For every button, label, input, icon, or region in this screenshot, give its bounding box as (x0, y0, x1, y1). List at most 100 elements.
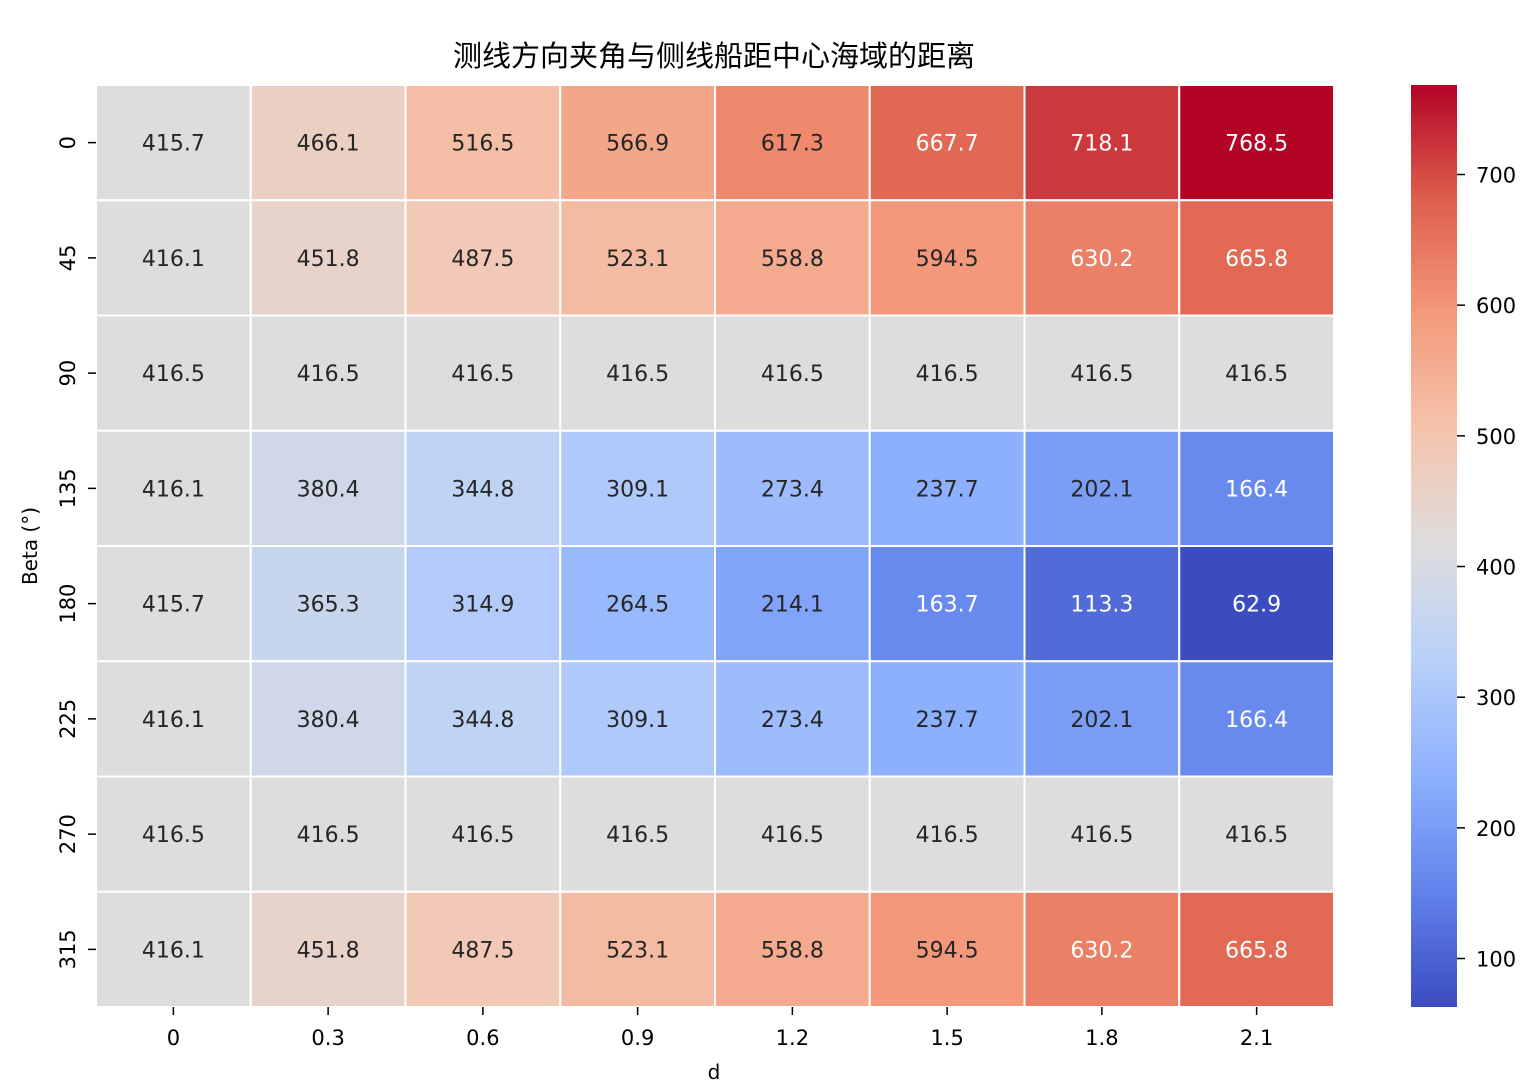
heatmap-cell (1178, 545, 1335, 663)
heatmap-cell (559, 545, 716, 663)
x-tick-label: 1.5 (930, 1026, 963, 1050)
cell-value-label: 516.5 (451, 132, 514, 157)
cell-value-label: 665.8 (1225, 247, 1288, 272)
x-tick-label: 0 (167, 1026, 180, 1050)
x-tick-label: 1.2 (776, 1026, 809, 1050)
heatmap-cell (714, 660, 871, 778)
heatmap-cell (1178, 199, 1335, 317)
cell-value-label: 237.7 (916, 708, 979, 733)
x-tick-label: 2.1 (1240, 1026, 1273, 1050)
colorbar-tick-label: 500 (1476, 425, 1516, 449)
cell-value-label: 416.1 (142, 938, 205, 963)
heatmap-cell (249, 199, 407, 317)
cell-value-label: 523.1 (606, 938, 669, 963)
cell-value-label: 451.8 (297, 938, 360, 963)
heatmap-cell (1178, 314, 1335, 432)
cell-value-label: 166.4 (1225, 708, 1288, 733)
heatmap-cell (404, 775, 562, 893)
cell-value-label: 166.4 (1225, 477, 1288, 502)
cell-value-label: 718.1 (1070, 132, 1133, 157)
x-tick-label: 0.6 (466, 1026, 499, 1050)
heatmap-cell (714, 314, 871, 432)
heatmap-cell (868, 314, 1026, 432)
cell-value-label: 416.5 (451, 362, 514, 387)
y-tick-label: 315 (56, 929, 80, 969)
heatmap-cells (95, 84, 1335, 1008)
cell-value-label: 365.3 (297, 593, 360, 618)
heatmap-cell (1023, 660, 1181, 778)
cell-value-label: 416.5 (451, 823, 514, 848)
heatmap-cell (868, 84, 1026, 202)
heatmap-cell (868, 775, 1026, 893)
cell-value-label: 415.7 (142, 593, 205, 618)
heatmap-cell (1023, 314, 1181, 432)
cell-value-label: 415.7 (142, 132, 205, 157)
cell-value-label: 237.7 (916, 477, 979, 502)
heatmap-cell (1023, 545, 1181, 663)
heatmap-cell (868, 660, 1026, 778)
cell-value-label: 451.8 (297, 247, 360, 272)
colorbar-tick-label: 100 (1476, 948, 1516, 972)
cell-value-label: 523.1 (606, 247, 669, 272)
cell-value-label: 416.5 (606, 362, 669, 387)
colorbar (1411, 85, 1457, 1007)
y-axis-label: Beta (°) (18, 507, 42, 585)
heatmap-cell (249, 775, 407, 893)
cell-value-label: 264.5 (606, 593, 669, 618)
heatmap-cell (404, 314, 562, 432)
heatmap-cell (1023, 775, 1181, 893)
cell-value-label: 416.5 (1225, 362, 1288, 387)
cell-value-label: 416.5 (297, 823, 360, 848)
cell-value-label: 416.5 (916, 823, 979, 848)
cell-value-label: 416.5 (1225, 823, 1288, 848)
cell-value-label: 163.7 (916, 593, 979, 618)
cell-value-label: 630.2 (1070, 247, 1133, 272)
colorbar-tick-label: 300 (1476, 686, 1516, 710)
cell-value-label: 558.8 (761, 938, 824, 963)
y-tick-label: 135 (56, 468, 80, 508)
y-tick-label: 45 (56, 245, 80, 272)
y-tick-label: 0 (56, 136, 80, 149)
y-tick-label: 90 (56, 360, 80, 387)
cell-value-label: 380.4 (297, 477, 360, 502)
heatmap-cell (1178, 660, 1335, 778)
cell-value-label: 309.1 (606, 477, 669, 502)
cell-value-label: 344.8 (451, 708, 514, 733)
heatmap-cell (404, 429, 562, 547)
heatmap-cell (714, 429, 871, 547)
heatmap-cell (868, 199, 1026, 317)
cell-value-label: 416.5 (142, 823, 205, 848)
cell-value-label: 309.1 (606, 708, 669, 733)
y-tick-label: 180 (56, 584, 80, 624)
heatmap-cell (249, 84, 407, 202)
heatmap-cell (404, 84, 562, 202)
cell-value-label: 630.2 (1070, 938, 1133, 963)
heatmap-cell (1178, 84, 1335, 202)
heatmap-cell (559, 199, 716, 317)
heatmap-cell (1178, 890, 1335, 1008)
heatmap-cell (1178, 775, 1335, 893)
heatmap-cell (249, 660, 407, 778)
heatmap-cell (714, 775, 871, 893)
heatmap-cell (868, 545, 1026, 663)
cell-value-label: 314.9 (451, 593, 514, 618)
cell-value-label: 416.5 (761, 823, 824, 848)
heatmap-cell (95, 429, 252, 547)
cell-value-label: 665.8 (1225, 938, 1288, 963)
colorbar-tick-label: 200 (1476, 817, 1516, 841)
cell-value-label: 344.8 (451, 477, 514, 502)
cell-value-label: 566.9 (606, 132, 669, 157)
cell-value-label: 416.5 (1070, 362, 1133, 387)
cell-value-label: 416.5 (761, 362, 824, 387)
heatmap-cell (714, 545, 871, 663)
heatmap-cell (559, 84, 716, 202)
heatmap-cell (404, 890, 562, 1008)
y-axis: 0 45 90 135 180 225 270 315 (56, 136, 96, 969)
heatmap-cell (1023, 429, 1181, 547)
cell-value-label: 487.5 (451, 938, 514, 963)
y-tick-label: 225 (56, 699, 80, 739)
cell-value-label: 273.4 (761, 708, 824, 733)
cell-value-label: 768.5 (1225, 132, 1288, 157)
colorbar-tick-label: 400 (1476, 556, 1516, 580)
heatmap-cell (559, 314, 716, 432)
